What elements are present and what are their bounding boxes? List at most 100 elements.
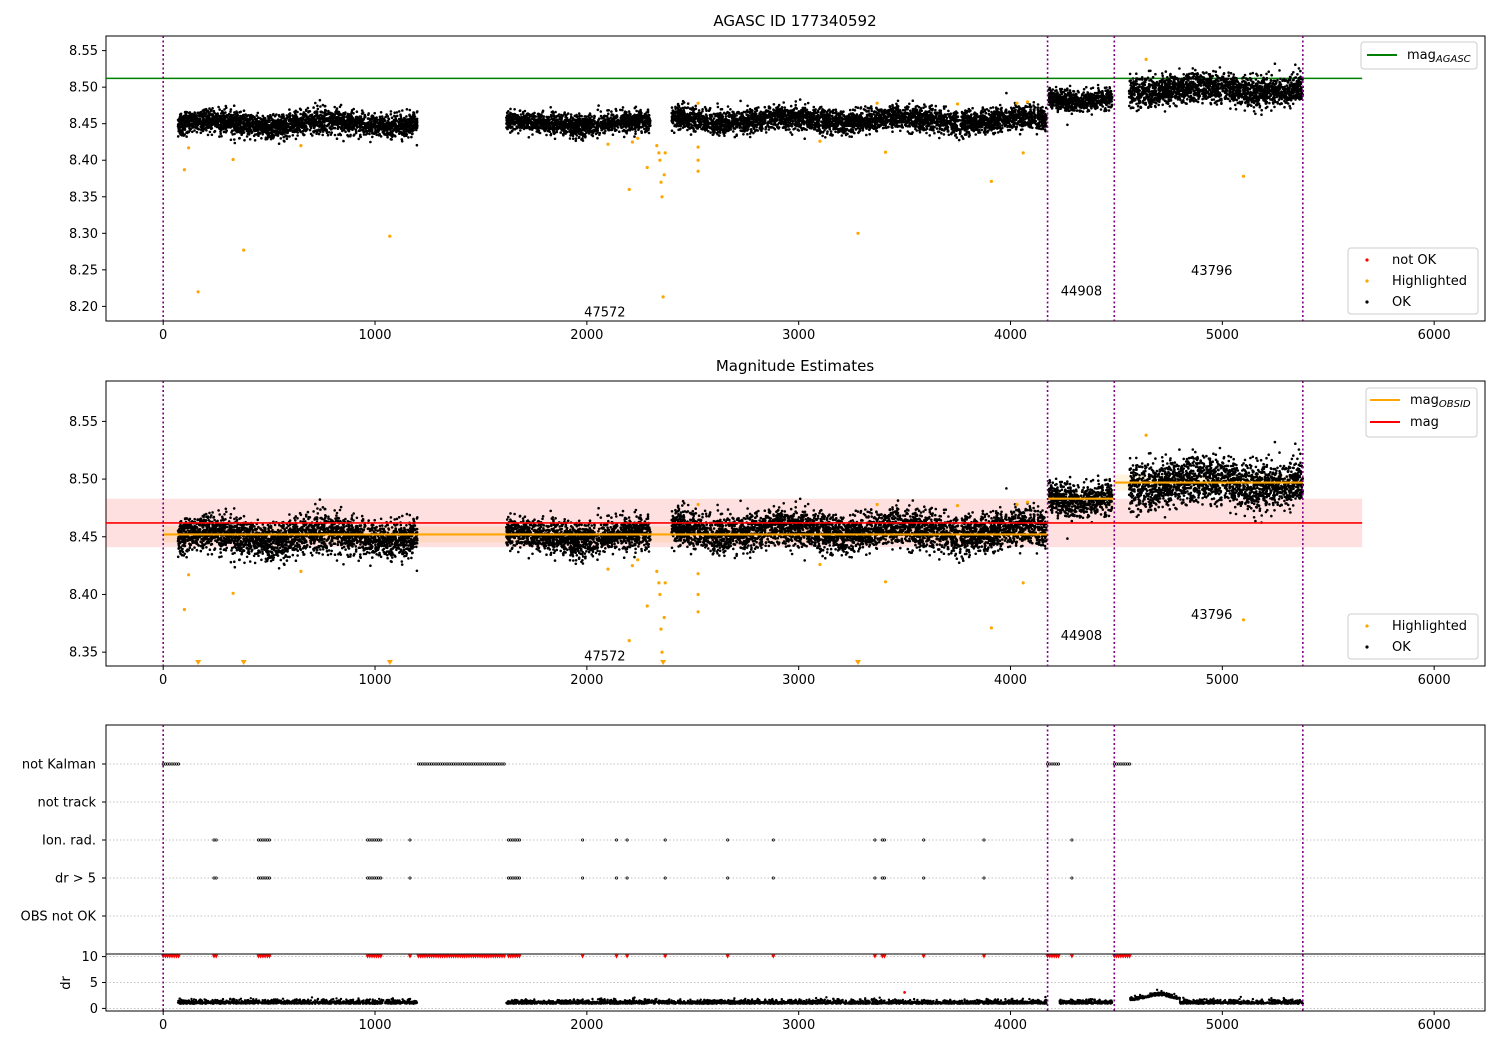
p1-ok-point [648, 124, 651, 128]
p1-ok-point [322, 125, 326, 129]
p1-ok-point [865, 133, 868, 137]
p1-ok-point [326, 124, 329, 127]
p1-ok-point [400, 140, 404, 143]
p1-ok-point [181, 132, 185, 135]
p1-ok-point [296, 134, 299, 137]
p1-ok-point [552, 126, 555, 130]
p1-ok-point [415, 117, 419, 121]
p1-ok-point [572, 124, 576, 127]
p1-ok-point [567, 119, 570, 122]
p1-ok-point [324, 109, 328, 112]
p1-ok-point [177, 129, 180, 133]
p1-ok-point [269, 128, 272, 132]
p1-ok-point [619, 125, 623, 128]
p1-ok-point [277, 142, 281, 145]
p1-ok-point [517, 120, 520, 123]
p1-ok-point [257, 116, 260, 120]
p1-ok-point [566, 112, 570, 115]
p1-ok-point [507, 117, 511, 120]
p1-ok-point [343, 126, 346, 129]
p1-ok-point [321, 130, 325, 133]
panel-agasc-marks [106, 36, 1363, 321]
p1-ok-point [327, 131, 331, 134]
p1-ok-point [967, 135, 971, 138]
p1-ok-point [590, 133, 593, 137]
panel-agasc-title: AGASC ID 177340592 [713, 12, 876, 30]
p1-ok-point [385, 121, 388, 125]
p1-ok-point [561, 121, 564, 124]
p1-ok-point [582, 123, 585, 126]
p1-ok-point [395, 111, 399, 114]
p1-ok-point [245, 135, 249, 138]
p1-ok-point [622, 135, 626, 139]
p1-ok-point [330, 124, 334, 128]
p1-ok-point [379, 135, 383, 138]
p1-ok-point [315, 123, 319, 127]
p1-ok-point [511, 119, 515, 122]
p1-ok-point [230, 129, 234, 133]
p1-ok-point [591, 123, 594, 127]
p1-ok-point [552, 130, 555, 134]
p1-ok-point [518, 109, 522, 113]
p1-ok-point [229, 108, 233, 111]
p1-ok-point [352, 121, 356, 125]
p1-ok-point [250, 130, 254, 134]
p1-ok-point [533, 118, 536, 121]
p1-ok-point [395, 125, 399, 129]
p1-ok-point [260, 120, 263, 123]
p1-ok-point [288, 108, 291, 111]
p1-ok-point [273, 122, 276, 126]
p1-ok-point [289, 129, 293, 132]
p1-ok-point [393, 111, 397, 114]
p1-ok-point [355, 115, 359, 119]
p1-ok-point [219, 132, 222, 135]
p1-ok-point [225, 116, 229, 119]
p1-ok-point [989, 106, 992, 110]
p1-ok-point [603, 120, 606, 123]
p1-ok-point [531, 133, 534, 136]
p1-ok-point [352, 134, 356, 137]
p1-ok-point [195, 130, 199, 134]
p1-ok-point [288, 135, 291, 138]
p1-ok-point [248, 138, 252, 141]
p1-ok-point [580, 138, 583, 141]
p1-ok-point [308, 128, 312, 132]
p1-ok-point [595, 123, 598, 127]
p1-ok-point [370, 118, 373, 121]
p1-ok-point [351, 117, 355, 121]
p1-ok-point [260, 137, 263, 140]
p1-ok-point [414, 126, 417, 130]
p1-ok-point [350, 111, 353, 114]
p1-ok-point [608, 124, 611, 128]
p1-ok-point [208, 107, 211, 110]
p1-ok-point [282, 139, 286, 143]
p1-ok-point [511, 116, 514, 120]
p1-ok-point [621, 106, 625, 109]
p1-ok-point [367, 112, 371, 115]
p1-ok-point [319, 105, 322, 108]
p1-ok-point [532, 126, 535, 130]
p1-ok-point [333, 133, 337, 137]
p1-ok-point [257, 134, 260, 137]
p1-ok-point [290, 126, 294, 130]
p1-ok-point [382, 119, 385, 122]
p1-ok-point [238, 121, 241, 125]
p1-ok-point [371, 131, 375, 135]
p1-ok-point [591, 118, 594, 122]
p1-ok-point [395, 119, 399, 122]
p1-ok-point [388, 133, 392, 136]
p1-ok-point [640, 117, 643, 120]
p1-ok-point [519, 113, 523, 116]
p1-ok-point [513, 108, 516, 111]
p1-ok-point [597, 104, 600, 107]
p1-ok-point [789, 104, 793, 108]
p1-ok-point [555, 130, 559, 134]
p1-ok-point [271, 119, 274, 123]
p1-ok-point [208, 112, 212, 116]
p1-ok-point [267, 115, 271, 119]
p1-ok-point [246, 114, 249, 118]
p1-ok-point [380, 126, 384, 130]
p1-ok-point [643, 130, 647, 134]
p1-ok-point [341, 129, 344, 133]
p1-ok-point [183, 120, 186, 124]
